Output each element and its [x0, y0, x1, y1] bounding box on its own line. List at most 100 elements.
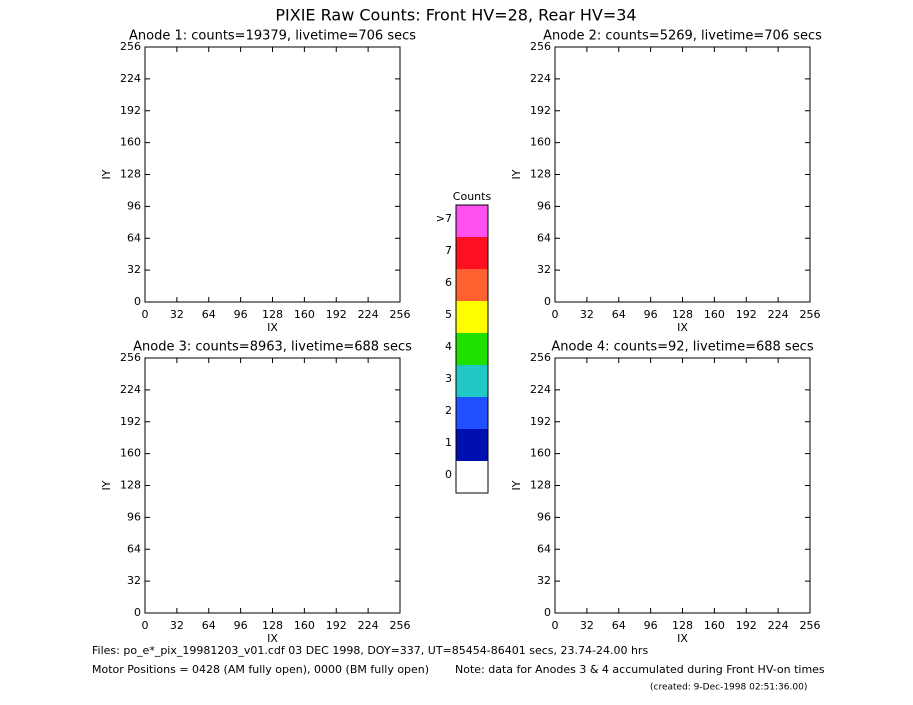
x-tick-label: 32	[580, 619, 594, 632]
x-tick-label: 128	[672, 619, 693, 632]
x-tick-label: 64	[202, 619, 216, 632]
panel-title: Anode 4: counts=92, livetime=688 secs	[551, 340, 813, 355]
plot-area	[554, 46, 811, 303]
colorbar-label: 6	[445, 276, 452, 289]
colorbar-label: 2	[445, 404, 452, 417]
x-tick-label: 96	[234, 619, 248, 632]
y-tick-label: 160	[530, 136, 551, 149]
x-tick-label: 192	[736, 619, 757, 632]
x-tick-label: 0	[552, 308, 559, 321]
x-tick-label: 96	[644, 308, 658, 321]
x-tick-label: 256	[390, 308, 411, 321]
y-tick-label: 32	[537, 574, 551, 587]
x-tick-label: 32	[170, 308, 184, 321]
x-tick-label: 192	[736, 308, 757, 321]
y-axis-label: IY	[510, 480, 523, 490]
y-tick-label: 192	[530, 415, 551, 428]
y-tick-label: 128	[530, 479, 551, 492]
y-tick-label: 160	[120, 447, 141, 460]
colorbar-cell	[456, 365, 488, 397]
x-tick-label: 0	[142, 308, 149, 321]
x-tick-label: 256	[390, 619, 411, 632]
footer-files: Files: po_e*_pix_19981203_v01.cdf 03 DEC…	[92, 644, 648, 657]
y-tick-label: 224	[530, 72, 551, 85]
x-tick-label: 160	[704, 308, 725, 321]
colorbar-cell	[456, 333, 488, 365]
colorbar-cell	[456, 397, 488, 429]
y-tick-label: 160	[530, 447, 551, 460]
plot-area	[144, 46, 401, 303]
x-tick-label: 96	[234, 308, 248, 321]
y-tick-label: 224	[530, 383, 551, 396]
y-tick-label: 96	[127, 199, 141, 212]
y-tick-label: 32	[537, 263, 551, 276]
y-tick-label: 256	[530, 351, 551, 364]
x-tick-label: 224	[768, 619, 789, 632]
y-tick-label: 256	[530, 40, 551, 53]
colorbar-cell	[456, 301, 488, 333]
x-tick-label: 128	[262, 619, 283, 632]
y-tick-label: 128	[120, 479, 141, 492]
y-tick-label: 96	[537, 199, 551, 212]
colorbar-title: Counts	[453, 190, 492, 203]
x-tick-label: 64	[612, 308, 626, 321]
colorbar-label: 3	[445, 372, 452, 385]
y-tick-label: 64	[127, 231, 141, 244]
figure-title: PIXIE Raw Counts: Front HV=28, Rear HV=3…	[275, 6, 636, 25]
y-tick-label: 192	[530, 104, 551, 117]
x-tick-label: 96	[644, 619, 658, 632]
x-axis-label: IX	[677, 321, 688, 334]
x-tick-label: 256	[800, 308, 821, 321]
y-tick-label: 96	[537, 510, 551, 523]
panel-title: Anode 2: counts=5269, livetime=706 secs	[543, 29, 822, 44]
colorbar-label: 7	[445, 244, 452, 257]
colorbar-label: >7	[436, 212, 452, 225]
plot-area	[144, 357, 401, 614]
x-tick-label: 128	[262, 308, 283, 321]
y-tick-label: 0	[544, 295, 551, 308]
plot-area	[554, 357, 811, 614]
x-tick-label: 0	[142, 619, 149, 632]
colorbar-label: 1	[445, 436, 452, 449]
panel-title: Anode 1: counts=19379, livetime=706 secs	[129, 29, 416, 44]
x-tick-label: 160	[294, 619, 315, 632]
footer-note: Note: data for Anodes 3 & 4 accumulated …	[455, 663, 825, 676]
colorbar-cell	[456, 429, 488, 461]
y-tick-label: 160	[120, 136, 141, 149]
colorbar-cell	[456, 205, 488, 237]
y-tick-label: 32	[127, 263, 141, 276]
y-tick-label: 128	[530, 168, 551, 181]
colorbar-cell	[456, 237, 488, 269]
y-tick-label: 0	[134, 606, 141, 619]
y-tick-label: 256	[120, 351, 141, 364]
x-axis-label: IX	[267, 321, 278, 334]
x-tick-label: 64	[612, 619, 626, 632]
x-tick-label: 224	[358, 619, 379, 632]
y-tick-label: 192	[120, 415, 141, 428]
y-tick-label: 32	[127, 574, 141, 587]
colorbar-cell	[456, 269, 488, 301]
panel-title: Anode 3: counts=8963, livetime=688 secs	[133, 340, 412, 355]
x-axis-label: IX	[677, 632, 688, 645]
colorbar-cell	[456, 461, 488, 493]
x-tick-label: 32	[170, 619, 184, 632]
x-axis-label: IX	[267, 632, 278, 645]
x-tick-label: 0	[552, 619, 559, 632]
x-tick-label: 224	[358, 308, 379, 321]
y-tick-label: 192	[120, 104, 141, 117]
footer-created: (created: 9-Dec-1998 02:51:36.00)	[650, 683, 807, 693]
colorbar-label: 5	[445, 308, 452, 321]
y-axis-label: IY	[100, 169, 113, 179]
x-tick-label: 192	[326, 619, 347, 632]
y-tick-label: 0	[134, 295, 141, 308]
y-tick-label: 224	[120, 72, 141, 85]
x-tick-label: 224	[768, 308, 789, 321]
x-tick-label: 64	[202, 308, 216, 321]
y-tick-label: 64	[537, 231, 551, 244]
y-axis-label: IY	[510, 169, 523, 179]
footer-motor: Motor Positions = 0428 (AM fully open), …	[92, 663, 429, 676]
colorbar-label: 0	[445, 468, 452, 481]
x-tick-label: 160	[704, 619, 725, 632]
y-tick-label: 128	[120, 168, 141, 181]
